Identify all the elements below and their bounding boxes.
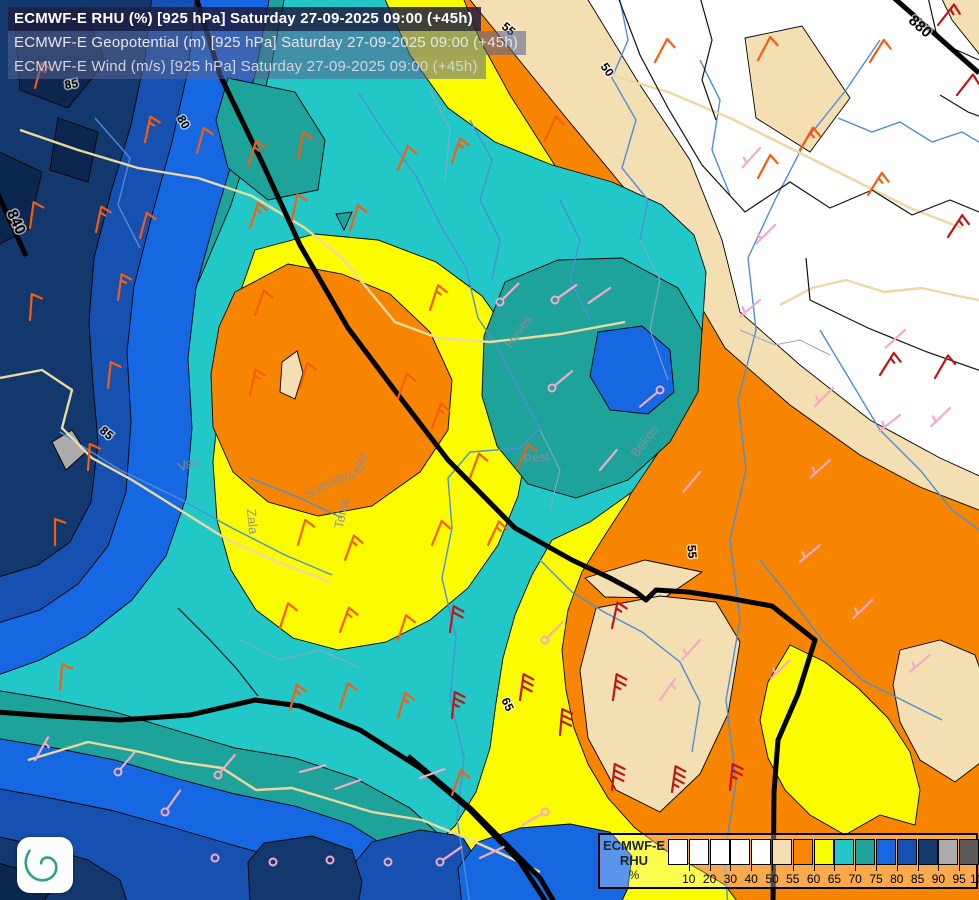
title-geopotential: ECMWF-E Geopotential (m) [925 hPa] Satur…	[8, 31, 527, 55]
legend-title: ECMWF-E RHU %	[602, 838, 666, 883]
legend-param: RHU	[619, 853, 649, 868]
legend-color-cell	[709, 839, 730, 865]
spiral-icon	[24, 849, 58, 882]
svg-text:Zala: Zala	[244, 508, 261, 535]
legend-color-cell	[917, 839, 938, 865]
legend-tick-label: 60	[806, 872, 821, 886]
title-wind: ECMWF-E Wind (m/s) [925 hPa] Saturday 27…	[8, 55, 486, 79]
legend-color-cell	[730, 839, 751, 865]
svg-text:Vas: Vas	[176, 453, 202, 475]
legend-color-cell	[792, 839, 813, 865]
legend-tick-label: 55	[786, 872, 800, 886]
legend-color-cell	[668, 839, 688, 865]
svg-text:Tolna: Tolna	[331, 496, 352, 530]
legend-color-cell	[938, 839, 959, 865]
svg-text:55: 55	[684, 544, 699, 559]
legend-color-cell	[751, 839, 772, 865]
legend-tick-label: 85	[910, 872, 925, 886]
legend-tick-label: 75	[869, 872, 883, 886]
legend-tick-label: 90	[931, 872, 946, 886]
legend-color-cell	[813, 839, 834, 865]
legend-color-cell	[834, 839, 855, 865]
legend-tick-label: 100	[969, 872, 979, 886]
svg-text:85: 85	[64, 76, 80, 92]
legend-tick-label: 50	[765, 872, 779, 886]
legend-tick-label: 20	[702, 872, 717, 886]
legend-tick-label: 95	[952, 872, 966, 886]
map-title-block: ECMWF-E RHU (%) [925 hPa] Saturday 27-09…	[8, 7, 527, 79]
legend-color-cell	[896, 839, 917, 865]
legend-color-cell	[959, 839, 979, 865]
color-scale-legend: ECMWF-E RHU % 10 20 30 40 50 55 60 65 70 75 80 85 90…	[598, 833, 979, 889]
legend-tick-label: 65	[827, 872, 842, 886]
legend-color-cell	[876, 839, 896, 865]
legend-color-cell	[855, 839, 876, 865]
legend-model: ECMWF-E	[602, 838, 666, 853]
brand-logo	[17, 837, 73, 893]
title-rhu: ECMWF-E RHU (%) [925 hPa] Saturday 27-09…	[8, 7, 481, 31]
legend-color-cell	[772, 839, 792, 865]
legend-tick-label: 70	[848, 872, 862, 886]
legend-tick-label: 40	[744, 872, 758, 886]
legend-color-cell	[688, 839, 709, 865]
legend-tick-label: 10	[682, 872, 696, 886]
legend-unit: %	[628, 868, 640, 882]
legend-tick-label: 30	[723, 872, 738, 886]
svg-text:Pest: Pest	[522, 448, 550, 467]
legend-tick-label: 80	[890, 872, 904, 886]
